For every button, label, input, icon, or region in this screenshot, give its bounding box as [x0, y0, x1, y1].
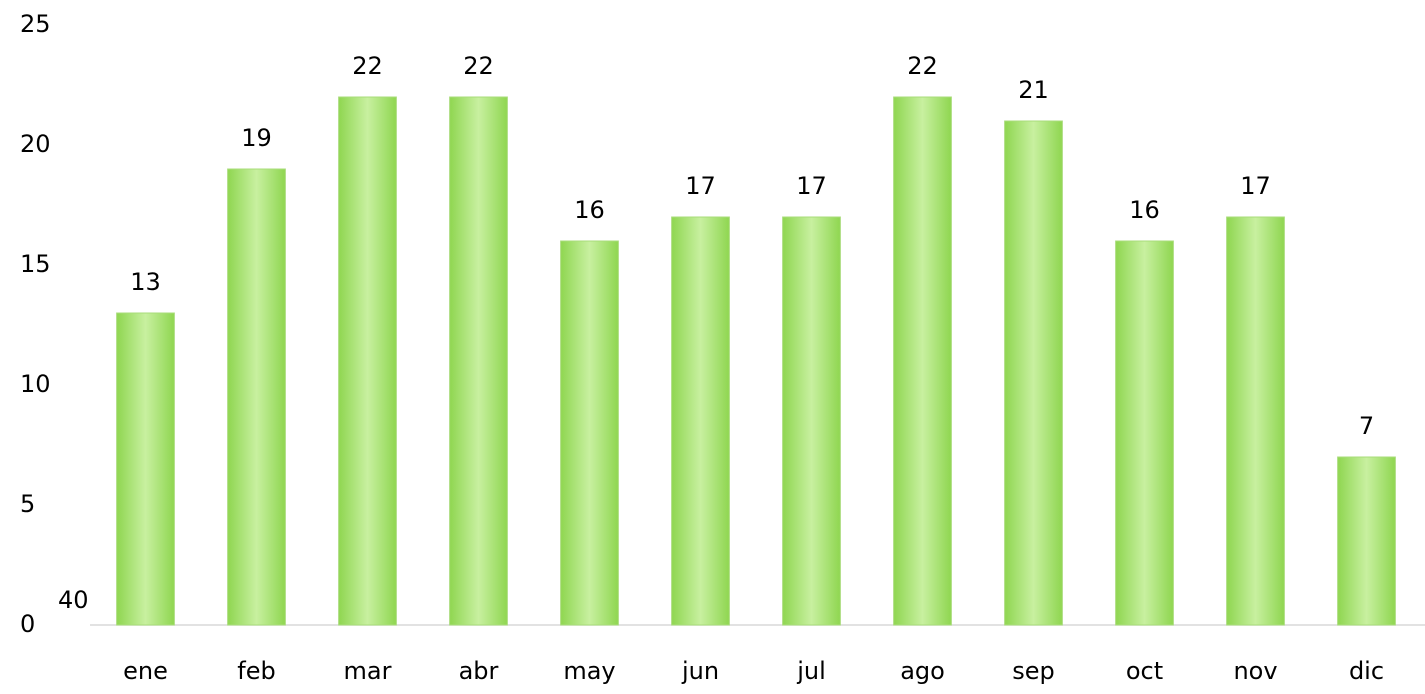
bar [116, 312, 175, 626]
bar [671, 216, 730, 626]
y-tick-label: 15 [20, 250, 51, 278]
data-label: 16 [574, 196, 605, 224]
x-tick-label: jun [681, 657, 719, 685]
bar [893, 96, 952, 626]
bar [338, 96, 397, 626]
bar [560, 240, 619, 626]
y-tick-label: 10 [20, 370, 51, 398]
bar [1004, 120, 1063, 626]
bar [782, 216, 841, 626]
y-tick-label: 0 [20, 610, 35, 638]
data-label: 19 [241, 124, 272, 152]
data-label: 17 [1240, 172, 1271, 200]
x-tick-label: feb [237, 657, 275, 685]
bar [449, 96, 508, 626]
data-label: 17 [685, 172, 716, 200]
x-tick-label: may [563, 657, 615, 685]
bar [1337, 456, 1396, 626]
x-tick-label: sep [1012, 657, 1055, 685]
x-tick-label: mar [344, 657, 392, 685]
data-label: 13 [130, 268, 161, 296]
x-tick-label: ago [900, 657, 945, 685]
bar [1115, 240, 1174, 626]
y-tick-label: 5 [20, 490, 35, 518]
data-label: 22 [463, 52, 494, 80]
x-tick-label: oct [1126, 657, 1163, 685]
data-label: 16 [1129, 196, 1160, 224]
x-tick-label: jul [796, 657, 826, 685]
data-label: 22 [352, 52, 383, 80]
x-tick-label: ene [123, 657, 168, 685]
x-tick-label: abr [459, 657, 499, 685]
bar [227, 168, 286, 626]
x-tick-label: dic [1349, 657, 1384, 685]
y-tick-label: 25 [20, 10, 51, 38]
bar [1226, 216, 1285, 626]
data-label: 22 [907, 52, 938, 80]
data-label: 17 [796, 172, 827, 200]
x-tick-label: nov [1233, 657, 1277, 685]
data-label: 7 [1359, 412, 1374, 440]
data-label: 21 [1018, 76, 1049, 104]
annotation: 40 [58, 586, 89, 614]
y-tick-label: 20 [20, 130, 51, 158]
